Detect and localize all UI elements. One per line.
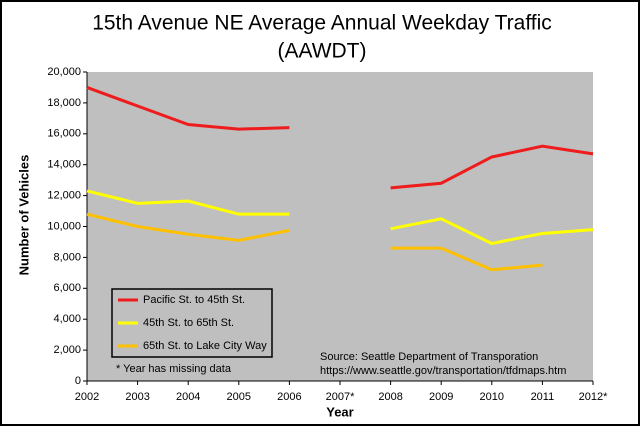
x-tick-label: 2008: [378, 391, 402, 403]
x-axis-title: Year: [326, 404, 353, 419]
series-line: [86, 86, 594, 190]
y-tick-label: 8,000: [53, 251, 81, 263]
y-tick-label: 20,000: [47, 66, 81, 78]
annotation: * Year has missing data: [116, 363, 232, 375]
series-line: [86, 212, 543, 272]
x-tick-label: 2005: [227, 391, 251, 403]
chart-title: 15th Avenue NE Average Annual Weekday Tr…: [92, 12, 552, 35]
y-axis-title: Number of Vehicles: [16, 155, 31, 276]
legend-box: [111, 288, 273, 358]
legend-label: Pacific St. to 45th St.: [143, 294, 245, 306]
x-tick-label: 2012*: [579, 391, 608, 403]
x-tick-label: 2007*: [326, 391, 355, 403]
y-tick-label: 10,000: [47, 220, 81, 232]
y-tick-label: 18,000: [47, 97, 81, 109]
annotation: https://www.seattle.gov/transportation/t…: [320, 365, 566, 377]
x-tick-label: 2004: [176, 391, 200, 403]
x-tick-label: 2009: [429, 391, 453, 403]
x-tick-label: 2006: [277, 391, 301, 403]
y-tick-label: 16,000: [47, 128, 81, 140]
y-tick-label: 6,000: [53, 282, 81, 294]
x-tick-label: 2002: [75, 391, 99, 403]
legend-label: 45th St. to 65th St.: [143, 317, 234, 329]
x-tick-label: 2010: [480, 391, 504, 403]
y-tick-label: 12,000: [47, 190, 81, 202]
x-tick-label: 2011: [531, 391, 555, 403]
series-line: [86, 189, 594, 246]
chart-title: (AAWDT): [277, 40, 366, 63]
annotation: Source: Seattle Department of Transporat…: [320, 351, 538, 363]
y-tick-label: 4,000: [53, 313, 81, 325]
legend-label: 65th St. to Lake City Way: [143, 340, 267, 352]
y-tick-label: 2,000: [53, 344, 81, 356]
x-tick-label: 2003: [125, 391, 149, 403]
y-tick-label: 14,000: [47, 159, 81, 171]
y-tick-label: 0: [75, 375, 81, 387]
